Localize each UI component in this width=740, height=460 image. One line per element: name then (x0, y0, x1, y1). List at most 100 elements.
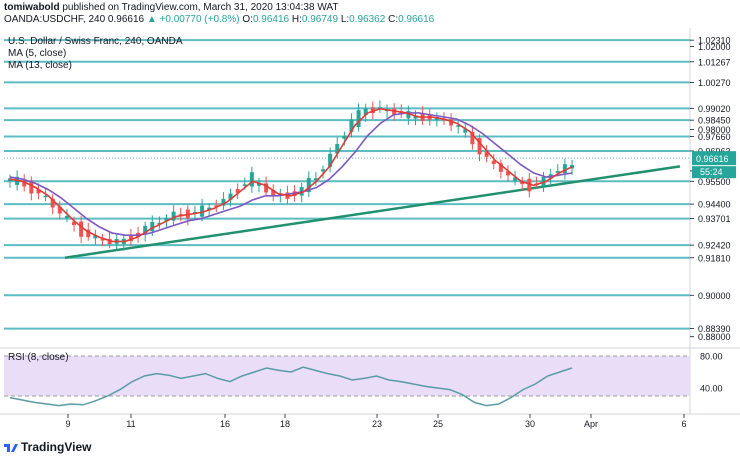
candle-body (370, 107, 375, 114)
candle-body (335, 143, 340, 154)
price-tick-label: 1.02310 (698, 36, 731, 46)
candle-body (150, 221, 155, 232)
candle-body (207, 207, 212, 211)
tradingview-brand: TradingView (21, 440, 92, 454)
candle-body (463, 128, 468, 133)
price-tick-label: 0.97660 (698, 132, 731, 142)
candle-body (313, 178, 318, 181)
candle-body (200, 205, 205, 217)
rsi-line (9, 366, 573, 407)
candle-body (164, 217, 169, 222)
price-tick-label: 1.00270 (698, 78, 731, 88)
candle-body (505, 171, 510, 176)
candle-body (527, 178, 532, 192)
rsi-band (4, 356, 690, 396)
candle-body (242, 184, 247, 186)
time-tick-label: 23 (372, 419, 382, 429)
candle-body (264, 183, 269, 193)
low-label: L: (340, 14, 350, 25)
candle-body (128, 235, 133, 242)
time-tick-label: 30 (525, 419, 535, 429)
candle-body (249, 172, 254, 187)
ma13-line (9, 112, 573, 236)
candle-body (107, 239, 112, 245)
candle-body (477, 138, 482, 155)
price-change: ▲ +0.00770 (+0.8%) (146, 14, 240, 25)
trendline (64, 165, 681, 259)
candle-body (36, 189, 41, 194)
candle-body (64, 215, 69, 219)
time-tick-label: 9 (65, 419, 70, 429)
candle-body (43, 195, 48, 198)
price-tick-label: 1.01267 (698, 57, 731, 67)
candle-body (470, 131, 475, 145)
price-tick-label: 0.90000 (698, 291, 731, 301)
candle-body (72, 221, 77, 226)
time-tick-label: Apr (584, 419, 598, 429)
time-tick-label: 11 (126, 419, 135, 429)
close-label: C: (388, 14, 399, 25)
candle-body (449, 119, 454, 126)
candle-body (349, 119, 354, 132)
low-value: 0.96362 (349, 14, 386, 25)
candle-body (57, 206, 62, 214)
candle-body (406, 111, 411, 119)
candle-body (143, 225, 148, 235)
candle-body (484, 151, 489, 157)
candle-body (321, 169, 326, 172)
rsi-legend[interactable]: RSI (8, close) (8, 352, 69, 363)
time-tick-label: 6 (681, 419, 686, 429)
candle-body (520, 181, 525, 185)
close-value: 0.96616 (398, 14, 435, 25)
author-name[interactable]: tomiwabold (4, 2, 60, 13)
publish-info: published on TradingView.com, March 31, … (62, 2, 339, 13)
price-tick-label: 0.95500 (698, 177, 731, 187)
candle-body (50, 198, 55, 208)
chart-header: tomiwabold published on TradingView.com,… (0, 0, 740, 26)
candle-body (100, 239, 105, 241)
candle-body (79, 221, 84, 237)
candle-body (541, 176, 546, 186)
candle-body (228, 193, 233, 200)
candle-body (491, 160, 496, 165)
time-tick-label: 16 (220, 419, 230, 429)
candle-body (456, 125, 461, 127)
ohlc-line: OANDA:USDCHF, 240 0.96616 ▲ +0.00770 (+0… (4, 14, 434, 25)
candle-body (413, 115, 418, 119)
last-price: 0.96616 (107, 14, 145, 25)
candle-body (328, 153, 333, 167)
open-label: O: (242, 14, 253, 25)
candle-body (562, 164, 567, 174)
candle-body (377, 107, 382, 109)
price-tick-label: 0.91810 (698, 253, 731, 263)
candle-body (363, 108, 368, 116)
price-tick-label: 0.88000 (698, 332, 731, 342)
symbol-label: OANDA:USDCHF, 240 (4, 14, 106, 25)
price-tick-label: 0.94400 (698, 200, 731, 210)
candle-body (29, 180, 34, 194)
candle-body (214, 205, 219, 207)
time-tick-label: 18 (280, 419, 290, 429)
candle-body (356, 110, 361, 128)
rsi-tick-label: 80.00 (700, 352, 723, 362)
candle-body (93, 235, 98, 239)
chart-legend: U.S. Dollar / Swiss Franc, 240, OANDA MA… (8, 36, 183, 72)
ma5-line (9, 107, 573, 243)
time-tick-label: 25 (433, 419, 443, 429)
candle-body (555, 170, 560, 173)
legend-ma5[interactable]: MA (5, close) (8, 48, 67, 59)
price-tick-label: 0.98450 (698, 116, 731, 126)
high-value: 0.96749 (301, 14, 339, 25)
high-label: H: (291, 14, 302, 25)
publish-line: tomiwabold published on TradingView.com,… (4, 2, 338, 13)
current-price-tag (692, 151, 736, 166)
price-tick-label: 0.88390 (698, 324, 731, 334)
candle-body (22, 180, 27, 187)
price-tick-label: 1.02000 (698, 42, 731, 52)
candle-body (306, 177, 311, 193)
price-tick-label: 0.98000 (698, 125, 731, 135)
candle-body (86, 229, 91, 238)
legend-ma13[interactable]: MA (13, close) (8, 60, 72, 71)
candle-body (513, 177, 518, 181)
